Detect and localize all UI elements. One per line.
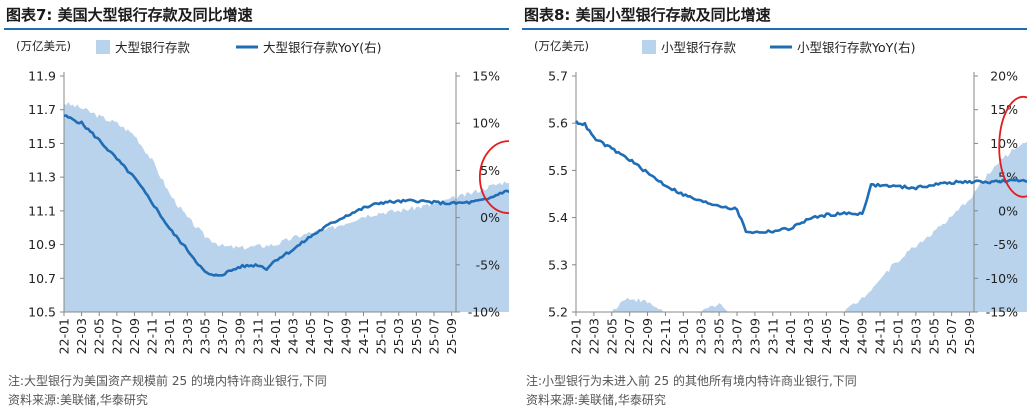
chart-panel-left: 图表7: 美国大型银行存款及同比增速 (万亿美元) 大型银行存款 大型银行存款YoY… <box>4 0 509 412</box>
y-right-tick-label: -10% <box>468 305 500 320</box>
y-right-tick-label: 5% <box>480 163 500 178</box>
y-left-tick-label: 5.6 <box>548 116 568 131</box>
y-left-tick-label: 10.7 <box>28 271 56 286</box>
unit-label: (万亿美元) <box>534 39 589 53</box>
x-tick-label: 22-05 <box>604 318 619 354</box>
x-tick-label: 22-09 <box>127 318 142 354</box>
y-right-tick-label: 15% <box>472 69 500 84</box>
legend-label-area: 小型银行存款 <box>661 40 737 55</box>
x-tick-label: 23-11 <box>765 318 780 354</box>
y-left-tick-label: 10.5 <box>28 305 56 320</box>
figure-title: 图表7: 美国大型银行存款及同比增速 <box>6 6 253 24</box>
y-right-tick-label: 10% <box>990 136 1018 151</box>
chart-panel-right: 图表8: 美国小型银行存款及同比增速 (万亿美元) 小型银行存款 小型银行存款YoY… <box>522 0 1027 412</box>
x-tick-label: 25-09 <box>962 318 977 354</box>
legend-label-area: 大型银行存款 <box>115 40 191 55</box>
y-right-tick-label: 0% <box>998 203 1018 218</box>
x-tick-label: 23-09 <box>747 318 762 354</box>
title-rule <box>522 28 1027 30</box>
x-tick-label: 24-09 <box>855 318 870 354</box>
chart-right-svg: (万亿美元) 小型银行存款 小型银行存款YoY(右) 5.7 5.6 5.5 5.4 5.3 5… <box>534 39 1027 354</box>
y-right-tick-label: 0% <box>480 210 500 225</box>
x-tick-label: 22-07 <box>622 318 637 354</box>
y-right-tick-label: -15% <box>986 305 1018 320</box>
legend-swatch-area <box>642 40 656 54</box>
x-tick-label: 24-09 <box>338 318 353 354</box>
y-left-tick-label: 5.7 <box>548 69 568 84</box>
x-tick-label: 25-03 <box>908 318 923 354</box>
unit-label: (万亿美元) <box>16 39 71 53</box>
x-tick-label: 24-07 <box>321 318 336 354</box>
x-tick-label: 25-01 <box>374 318 389 354</box>
chart-source: 资料来源:美联储,华泰研究 <box>8 393 148 407</box>
y-left-tick-label: 5.2 <box>548 305 568 320</box>
x-tick-label: 25-01 <box>890 318 905 354</box>
chart-source: 资料来源:美联储,华泰研究 <box>526 393 666 407</box>
x-tick-label: 22-07 <box>109 318 124 354</box>
x-tick-label: 23-09 <box>233 318 248 354</box>
chart-left-svg: (万亿美元) 大型银行存款 大型银行存款YoY(右) 11.9 11.7 11.5 11.3… <box>16 39 509 354</box>
x-tick-label: 23-05 <box>197 318 212 354</box>
x-tick-label: 23-11 <box>250 318 265 354</box>
series-line <box>574 120 1027 235</box>
figure-title: 图表8: 美国小型银行存款及同比增速 <box>524 6 771 24</box>
x-tick-label: 22-03 <box>74 318 89 354</box>
y-right-tick-label: -10% <box>986 271 1018 286</box>
x-tick-label: 25-03 <box>391 318 406 354</box>
series-line <box>63 114 509 277</box>
x-tick-label: 23-03 <box>694 318 709 354</box>
chart-note: 注:大型银行为美国资产规模前 25 的境内特许商业银行,下同 <box>8 374 327 388</box>
x-tick-label: 24-05 <box>303 318 318 354</box>
series-area <box>576 141 1027 312</box>
y-left-tick-label: 5.5 <box>548 163 568 178</box>
x-tick-label: 24-03 <box>801 318 816 354</box>
y-right-tick-label: 10% <box>472 116 500 131</box>
y-left-tick-label: 5.4 <box>548 210 568 225</box>
x-tick-label: 24-11 <box>356 318 371 354</box>
x-tick-label: 23-05 <box>712 318 727 354</box>
legend-label-line: 大型银行存款YoY(右) <box>263 40 382 55</box>
x-tick-label: 22-01 <box>569 318 584 354</box>
y-left-tick-label: 11.3 <box>28 170 56 185</box>
y-right-tick-label: 15% <box>990 102 1018 117</box>
x-tick-label: 25-09 <box>444 318 459 354</box>
x-tick-label: 23-03 <box>180 318 195 354</box>
y-right-tick-label: -5% <box>476 257 500 272</box>
y-left-tick-label: 5.3 <box>548 257 568 272</box>
title-rule <box>4 28 509 30</box>
highlight-ellipse <box>478 140 509 215</box>
x-tick-label: 22-11 <box>658 318 673 354</box>
x-tick-label: 24-01 <box>783 318 798 354</box>
x-tick-label: 24-03 <box>286 318 301 354</box>
legend-label-line: 小型银行存款YoY(右) <box>797 40 916 55</box>
x-tick-label: 23-07 <box>729 318 744 354</box>
x-tick-label: 25-07 <box>426 318 441 354</box>
y-left-tick-label: 11.9 <box>28 69 56 84</box>
x-tick-label: 25-05 <box>926 318 941 354</box>
x-tick-label: 22-11 <box>145 318 160 354</box>
x-tick-label: 22-01 <box>57 318 72 354</box>
x-tick-label: 23-01 <box>162 318 177 354</box>
x-tick-label: 24-01 <box>268 318 283 354</box>
x-tick-label: 24-11 <box>873 318 888 354</box>
y-left-tick-label: 10.9 <box>28 237 56 252</box>
x-tick-label: 23-07 <box>215 318 230 354</box>
y-right-tick-label: -5% <box>994 237 1018 252</box>
x-tick-label: 22-09 <box>640 318 655 354</box>
y-left-tick-label: 11.7 <box>28 102 56 117</box>
y-left-tick-label: 11.5 <box>28 136 56 151</box>
x-tick-label: 25-07 <box>944 318 959 354</box>
x-tick-label: 25-05 <box>409 318 424 354</box>
x-tick-label: 23-01 <box>676 318 691 354</box>
y-right-tick-label: 20% <box>990 69 1018 84</box>
highlight-ellipse <box>998 95 1027 198</box>
legend-swatch-area <box>96 40 110 54</box>
x-tick-label: 24-05 <box>819 318 834 354</box>
y-left-tick-label: 11.1 <box>28 203 56 218</box>
x-tick-label: 22-03 <box>586 318 601 354</box>
x-tick-label: 24-07 <box>837 318 852 354</box>
x-tick-label: 22-05 <box>92 318 107 354</box>
chart-note: 注:小型银行为未进入前 25 的其他所有境内特许商业银行,下同 <box>526 374 857 388</box>
series-area <box>64 102 509 312</box>
